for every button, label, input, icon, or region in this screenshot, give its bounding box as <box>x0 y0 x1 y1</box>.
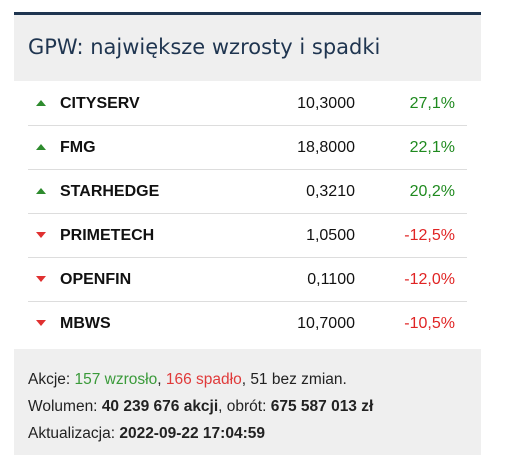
timestamp: 2022-09-22 17:04:59 <box>119 425 265 442</box>
price: 0,3210 <box>306 183 355 200</box>
change: 27,1% <box>409 95 455 112</box>
change: -12,5% <box>404 227 455 244</box>
unchanged: , 51 bez zmian. <box>241 371 347 388</box>
label: Wolumen: <box>28 398 102 415</box>
label: Aktualizacja: <box>28 425 120 442</box>
table: CITYSERV 10,3000 27,1% FMG 18,8000 22,1% STARH… <box>14 81 481 349</box>
trend-arrow <box>36 320 46 326</box>
stock-name: CITYSERV <box>60 95 140 112</box>
label: , obrót: <box>218 398 271 415</box>
stock-name: STARHEDGE <box>60 183 160 200</box>
stock-name: OPENFIN <box>60 271 132 288</box>
volume-line: Wolumen: 40 239 676 akcji, obrót: 675 58… <box>28 393 373 420</box>
row: CITYSERV 10,3000 27,1% <box>28 81 467 126</box>
price: 10,7000 <box>297 315 355 332</box>
trend-arrow <box>36 100 46 106</box>
volume: 40 239 676 akcji <box>101 398 219 415</box>
shares-line: Akcje: 157 wzrosło, 166 spadło, 51 bez z… <box>28 366 373 393</box>
turnover: 675 587 013 zł <box>270 398 374 415</box>
widget: GPW: największe wzrosty i spadki CITYSER… <box>14 12 481 455</box>
trend-arrow <box>36 232 46 238</box>
price: 0,1100 <box>307 271 355 288</box>
row: MBWS 10,7000 -10,5% <box>28 301 467 345</box>
row: PRIMETECH 1,0500 -12,5% <box>28 213 467 258</box>
row: STARHEDGE 0,3210 20,2% <box>28 169 467 214</box>
trend-arrow <box>36 188 46 194</box>
stock-name: FMG <box>60 139 96 156</box>
stock-name: MBWS <box>60 315 111 332</box>
row: FMG 18,8000 22,1% <box>28 125 467 170</box>
change: -10,5% <box>404 315 455 332</box>
price: 18,8000 <box>297 139 355 156</box>
footer: Akcje: 157 wzrosło, 166 spadło, 51 bez z… <box>28 366 373 447</box>
updated-line: Aktualizacja: 2022-09-22 17:04:59 <box>28 420 373 447</box>
change: 20,2% <box>409 183 455 200</box>
stock-name: PRIMETECH <box>60 227 155 244</box>
up-count: 157 wzrosło <box>74 371 158 388</box>
down-count: 166 spadło <box>165 371 242 388</box>
separator: , <box>157 371 166 388</box>
widget-title: GPW: największe wzrosty i spadki <box>28 35 381 59</box>
label: Akcje: <box>28 371 75 388</box>
price: 1,0500 <box>306 227 355 244</box>
trend-arrow <box>36 144 46 150</box>
row: OPENFIN 0,1100 -12,0% <box>28 257 467 302</box>
change: 22,1% <box>409 139 455 156</box>
change: -12,0% <box>404 271 455 288</box>
price: 10,3000 <box>297 95 355 112</box>
trend-arrow <box>36 276 46 282</box>
